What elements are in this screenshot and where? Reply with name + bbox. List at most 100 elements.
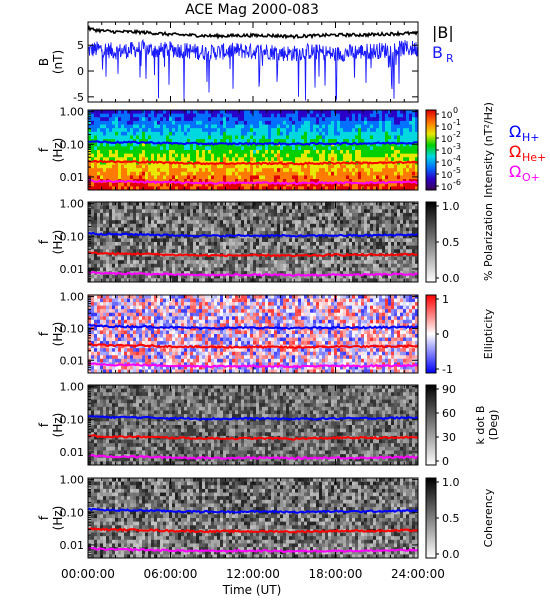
spectrogram-cell [226, 267, 230, 272]
spectrogram-cell [340, 171, 344, 176]
spectrogram-cell [403, 182, 407, 187]
spectrogram-cell [262, 260, 266, 265]
spectrogram-cell [370, 238, 374, 243]
spectrogram-cell [289, 267, 293, 272]
spectrogram-cell [373, 220, 377, 225]
spectrogram-cell [301, 205, 305, 210]
spectrogram-cell [151, 209, 155, 214]
spectrogram-cell [97, 150, 101, 155]
spectrogram-cell [250, 117, 254, 122]
spectrogram-cell [187, 271, 191, 276]
spectrogram-cell [358, 124, 362, 129]
spectrogram-cell [226, 242, 230, 247]
spectrogram-cell [259, 113, 263, 118]
spectrogram-cell [193, 182, 197, 187]
spectrogram-cell [133, 117, 137, 122]
spectrogram-cell [364, 216, 368, 221]
spectrogram-cell [118, 223, 122, 228]
spectrogram-cell [253, 263, 257, 268]
spectrogram-cell [349, 278, 353, 283]
spectrogram-cell [337, 139, 341, 144]
spectrogram-cell [286, 245, 290, 250]
spectrogram-cell [379, 179, 383, 184]
spectrogram-cell [310, 267, 314, 272]
spectrogram-cell [313, 234, 317, 239]
spectrogram-cell [166, 212, 170, 217]
spectrogram-cell [235, 220, 239, 225]
spectrogram-cell [154, 295, 158, 299]
spectrogram-cell [121, 150, 125, 155]
spectrogram-cell [346, 113, 350, 118]
spectrogram-cell [307, 238, 311, 243]
spectrogram-cell [373, 117, 377, 122]
spectrogram-cell [346, 205, 350, 210]
spectrogram-cell [235, 113, 239, 118]
spectrogram-cell [202, 256, 206, 261]
spectrogram-cell [136, 260, 140, 265]
spectrogram-cell [340, 128, 344, 133]
spectrogram-cell [208, 157, 212, 162]
spectrogram-cell [406, 263, 410, 268]
spectrogram-cell [88, 274, 92, 279]
spectrogram-cell [208, 128, 212, 133]
spectrogram-cell [304, 220, 308, 225]
spectrogram-cell [172, 164, 176, 169]
spectrogram-cell [190, 186, 194, 191]
spectrogram-cell [106, 220, 110, 225]
spectrogram-cell [379, 153, 383, 158]
spectrogram-cell [406, 171, 410, 176]
spectrogram-cell [235, 227, 239, 232]
spectrogram-cell [328, 220, 332, 225]
spectrogram-cell [409, 220, 413, 225]
spectrogram-cell [121, 242, 125, 247]
spectrogram-cell [223, 260, 227, 265]
spectrogram-cell [415, 209, 419, 214]
spectrogram-cell [241, 153, 245, 158]
spectrogram-cell [409, 117, 413, 122]
spectrogram-cell [340, 234, 344, 239]
spectrogram-cell [163, 274, 167, 279]
spectrogram-cell [268, 212, 272, 217]
spectrogram-cell [382, 139, 386, 144]
spectrogram-cell [253, 223, 257, 228]
spectrogram-cell [100, 234, 104, 239]
spectrogram-cell [334, 227, 338, 232]
spectrogram-cell [250, 227, 254, 232]
spectrogram-cell [148, 274, 152, 279]
spectrogram-cell [388, 260, 392, 265]
spectrogram-cell [154, 139, 158, 144]
spectrogram-cell [379, 168, 383, 173]
spectrogram-cell [142, 202, 146, 207]
spectrogram-cell [244, 242, 248, 247]
spectrogram-cell [412, 278, 416, 283]
spectrogram-cell [181, 227, 185, 232]
spectrogram-cell [196, 139, 200, 144]
spectrogram-cell [163, 171, 167, 176]
spectrogram-cell [157, 231, 161, 236]
spectrogram-cell [88, 227, 92, 232]
spectrogram-cell [91, 278, 95, 283]
spectrogram-cell [196, 182, 200, 187]
spectrogram-cell [94, 249, 98, 254]
spectrogram-cell [265, 263, 269, 268]
spectrogram-cell [121, 171, 125, 176]
spectrogram-cell [385, 249, 389, 254]
spectrogram-cell [280, 212, 284, 217]
spectrogram-cell [259, 238, 263, 243]
spectrogram-cell [325, 223, 329, 228]
spectrogram-cell [127, 245, 131, 250]
spectrogram-cell [307, 202, 311, 207]
spectrogram-cell [373, 128, 377, 133]
spectrogram-cell [217, 142, 221, 147]
spectrogram-cell [175, 242, 179, 247]
spectrogram-cell [412, 249, 416, 254]
spectrogram-cell [100, 245, 104, 250]
spectrogram-cell [205, 164, 209, 169]
spectrogram-cell [271, 146, 275, 151]
spectrogram-cell [364, 113, 368, 118]
spectrogram-cell [379, 186, 383, 191]
spectrogram-cell [112, 212, 116, 217]
spectrogram-cell [97, 153, 101, 158]
spectrogram-cell [124, 263, 128, 268]
spectrogram-cell [337, 220, 341, 225]
